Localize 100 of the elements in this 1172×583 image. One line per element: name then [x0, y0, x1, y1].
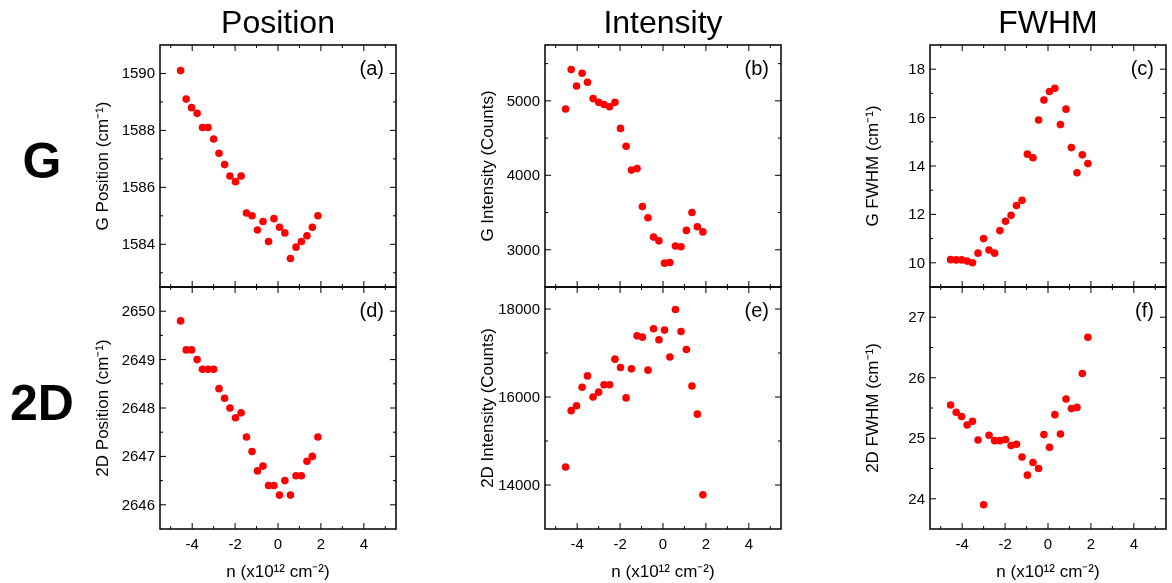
y-tick-label: 16	[908, 108, 925, 126]
point	[215, 384, 223, 393]
point	[1029, 458, 1037, 467]
y-tick-label: 1584	[121, 235, 155, 253]
point	[176, 66, 185, 75]
point	[561, 463, 570, 471]
point	[649, 325, 658, 333]
point	[226, 404, 234, 412]
point	[1073, 403, 1081, 412]
point	[583, 78, 592, 87]
point	[611, 355, 619, 363]
annotation: (d)	[359, 299, 384, 321]
point	[193, 355, 201, 364]
point	[1034, 464, 1043, 473]
point	[187, 346, 196, 354]
y-tick-label: 2649	[121, 350, 155, 368]
point	[297, 237, 306, 246]
x-tick-label: -4	[570, 535, 584, 552]
point	[677, 327, 685, 336]
point	[176, 317, 185, 325]
y-tick-label: 14	[908, 157, 925, 174]
point	[270, 481, 278, 490]
point	[655, 237, 663, 245]
point	[248, 212, 256, 220]
point	[968, 259, 977, 267]
y-axis-title: 2D FWHM (cm⁻¹)	[863, 343, 882, 473]
point	[979, 234, 988, 243]
y-tick-label: 18	[908, 60, 925, 78]
point	[693, 410, 702, 418]
point	[1045, 443, 1054, 452]
y-axis-title: 2D Position (cm⁻¹)	[93, 339, 112, 477]
point	[957, 412, 966, 421]
point	[979, 501, 988, 509]
point	[699, 228, 707, 236]
point	[990, 249, 999, 257]
point	[666, 258, 674, 267]
point	[242, 209, 251, 217]
point	[682, 226, 691, 235]
point	[308, 452, 317, 461]
point	[1051, 84, 1059, 93]
point	[187, 103, 196, 112]
point	[237, 409, 245, 417]
point	[671, 305, 680, 314]
point	[963, 421, 971, 429]
y-tick-label: 5000	[506, 91, 540, 109]
x-axis-title: n (x10¹² cm⁻²)	[226, 562, 330, 581]
point	[297, 471, 306, 480]
x-tick-label: -2	[998, 535, 1012, 552]
x-axis-title: n (x10¹² cm⁻²)	[611, 562, 715, 581]
point	[1051, 410, 1059, 419]
point	[1007, 211, 1015, 220]
annotation: (e)	[744, 299, 769, 321]
point	[578, 69, 586, 78]
y-tick-label: 2647	[121, 447, 155, 465]
y-tick-label: 2646	[121, 495, 155, 513]
point	[638, 202, 647, 211]
point	[220, 394, 229, 403]
point	[666, 353, 674, 361]
point	[616, 124, 625, 133]
x-tick-label: -4	[955, 535, 969, 552]
annotation: (c)	[1130, 57, 1154, 79]
chart-title: FWHM	[998, 4, 1098, 40]
y-axis-title: 2D Intensity (Counts)	[478, 328, 497, 488]
point	[1084, 333, 1092, 342]
point	[1056, 430, 1065, 438]
y-tick-label: 25	[908, 429, 925, 447]
point	[567, 65, 575, 74]
point	[1029, 153, 1037, 162]
x-tick-label: 2	[701, 535, 711, 552]
point	[561, 105, 570, 113]
y-tick-label: 1590	[121, 64, 155, 82]
point	[193, 109, 201, 118]
point	[605, 103, 614, 111]
point	[985, 431, 993, 440]
point	[231, 177, 240, 186]
x-tick-label: 4	[744, 535, 753, 552]
point	[1062, 395, 1070, 403]
point	[231, 413, 240, 422]
point	[627, 365, 636, 373]
point	[264, 237, 273, 246]
point	[996, 226, 1004, 235]
point	[314, 433, 322, 441]
point	[281, 476, 289, 485]
point	[1018, 453, 1026, 461]
point	[209, 135, 218, 143]
point	[1001, 217, 1010, 225]
y-tick-label: 1588	[121, 121, 155, 139]
point	[693, 222, 702, 231]
point	[974, 436, 982, 444]
point	[1012, 201, 1021, 210]
point	[303, 231, 311, 240]
point	[1034, 116, 1043, 124]
point	[605, 380, 614, 389]
y-tick-label: 3000	[506, 240, 540, 258]
point	[275, 223, 284, 232]
y-tick-label: 4000	[506, 166, 540, 184]
point	[275, 491, 284, 499]
x-tick-label: -2	[613, 535, 627, 552]
point	[616, 363, 625, 372]
x-tick-label: 4	[1129, 535, 1138, 552]
